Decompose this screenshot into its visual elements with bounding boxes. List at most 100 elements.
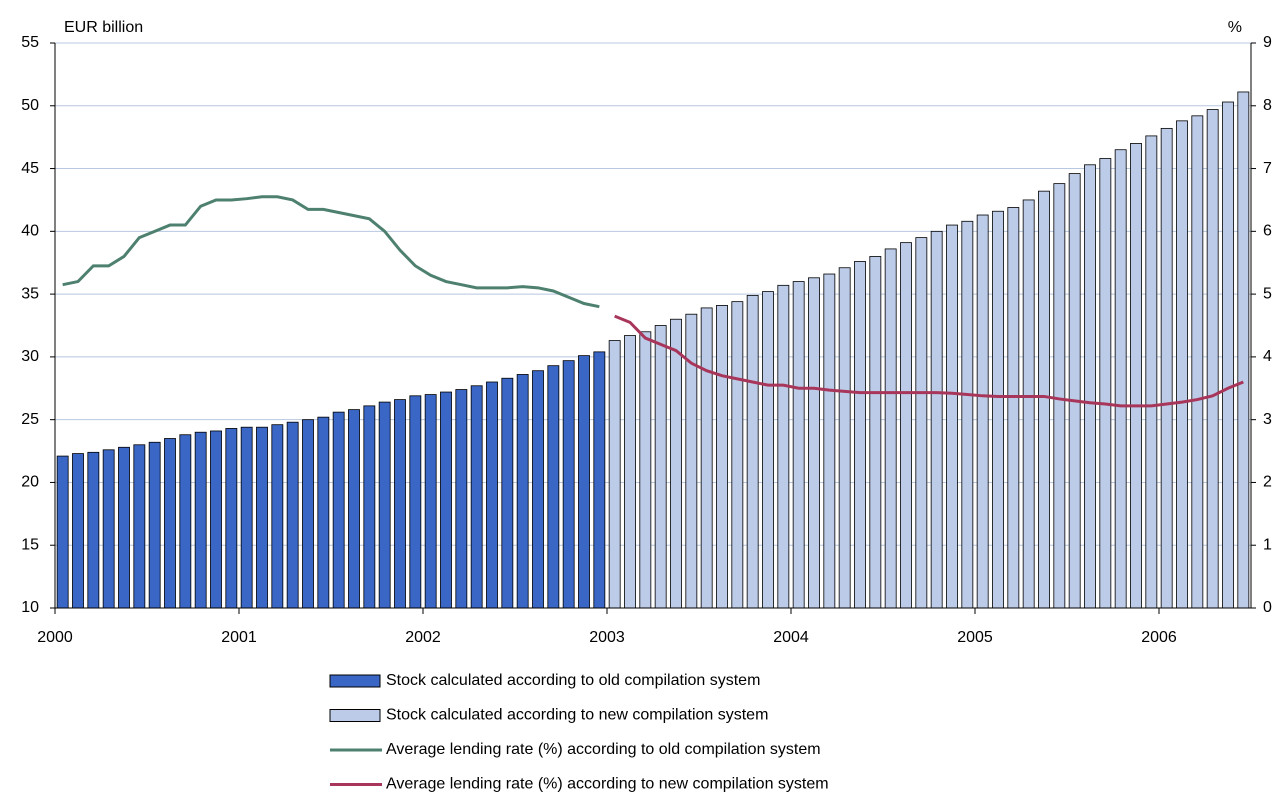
bar <box>1053 183 1066 609</box>
bar <box>838 267 851 609</box>
legend-swatch <box>329 709 381 722</box>
bar <box>118 446 130 609</box>
bar <box>700 307 713 609</box>
legend-label: Stock calculated according to old compil… <box>386 672 760 689</box>
y2-tick-label: 2 <box>1263 474 1272 491</box>
bar <box>102 449 115 609</box>
y-tick-label: 35 <box>21 285 39 302</box>
bar <box>286 421 299 609</box>
x-tick-label: 2006 <box>1141 629 1177 646</box>
bar <box>256 426 268 609</box>
bar <box>1160 127 1173 609</box>
y2-tick-label: 4 <box>1263 348 1272 365</box>
bar <box>731 301 744 609</box>
x-tick-label: 2002 <box>405 629 441 646</box>
bar <box>455 389 468 609</box>
bar <box>271 424 284 609</box>
x-tick-label: 2004 <box>773 629 809 646</box>
y2-tick-label: 3 <box>1263 411 1272 428</box>
bar <box>1068 173 1081 609</box>
bar <box>639 331 652 609</box>
legend-label: Average lending rate (%) according to ne… <box>386 776 829 793</box>
x-tick-label: 2005 <box>957 629 993 646</box>
bar <box>72 453 84 609</box>
bar <box>762 291 774 609</box>
bar <box>869 256 882 609</box>
bar <box>1176 120 1188 609</box>
bar <box>946 224 958 609</box>
bar <box>961 220 974 609</box>
y2-tick-label: 0 <box>1263 599 1272 616</box>
bar <box>547 365 560 609</box>
bar <box>133 444 146 609</box>
bar <box>532 370 544 609</box>
bar <box>378 401 391 609</box>
bar <box>501 377 514 609</box>
x-tick-label: 2000 <box>37 629 73 646</box>
bar <box>1038 190 1050 609</box>
bar <box>302 419 314 609</box>
bar <box>1191 115 1204 609</box>
bar <box>1130 143 1142 609</box>
bar <box>624 335 636 609</box>
y-tick-label: 30 <box>21 348 39 365</box>
bar <box>179 434 192 609</box>
y2-axis-label: % <box>1228 19 1242 36</box>
bar <box>164 438 176 609</box>
bar <box>792 281 805 609</box>
y-tick-label: 50 <box>21 97 39 114</box>
bar <box>854 261 866 609</box>
bar <box>394 399 406 609</box>
bar <box>976 214 989 609</box>
y-tick-label: 10 <box>21 599 39 616</box>
bar <box>332 411 345 609</box>
y-axis-label: EUR billion <box>64 19 143 36</box>
y2-tick-label: 8 <box>1263 97 1272 114</box>
bar <box>578 355 590 609</box>
bar <box>210 430 222 609</box>
bar <box>562 360 575 609</box>
y-tick-label: 45 <box>21 160 39 177</box>
bar <box>148 441 161 609</box>
bar <box>56 455 69 609</box>
bar <box>915 237 928 609</box>
bar <box>593 351 606 609</box>
bar <box>1099 158 1112 609</box>
bar <box>930 230 943 609</box>
y2-tick-label: 9 <box>1263 34 1272 51</box>
y-tick-label: 55 <box>21 34 39 51</box>
y2-tick-label: 5 <box>1263 285 1272 302</box>
y-tick-label: 25 <box>21 411 39 428</box>
y-tick-label: 40 <box>21 223 39 240</box>
bar <box>516 374 529 609</box>
bar <box>1084 164 1096 609</box>
bar <box>608 340 621 609</box>
bar <box>1022 199 1035 609</box>
y2-tick-label: 6 <box>1263 223 1272 240</box>
bar <box>670 318 682 609</box>
bar <box>409 395 422 609</box>
bar <box>317 416 330 609</box>
y2-tick-label: 1 <box>1263 536 1272 553</box>
y2-tick-label: 7 <box>1263 160 1272 177</box>
bar <box>440 391 452 609</box>
bar <box>194 431 207 609</box>
bar <box>884 248 897 609</box>
bar <box>348 409 360 609</box>
bar <box>808 277 820 609</box>
bar <box>424 394 437 609</box>
bar <box>240 426 253 609</box>
bar <box>1007 207 1020 609</box>
bar <box>470 385 483 609</box>
bar <box>746 294 759 609</box>
bar <box>823 273 836 609</box>
legend-label: Stock calculated according to new compil… <box>386 707 768 724</box>
legend-swatch <box>329 674 381 688</box>
y-tick-label: 15 <box>21 536 39 553</box>
bar <box>1114 149 1127 609</box>
bar <box>1206 109 1219 609</box>
y-tick-label: 20 <box>21 474 39 491</box>
bar <box>716 305 728 609</box>
bar <box>900 242 912 609</box>
